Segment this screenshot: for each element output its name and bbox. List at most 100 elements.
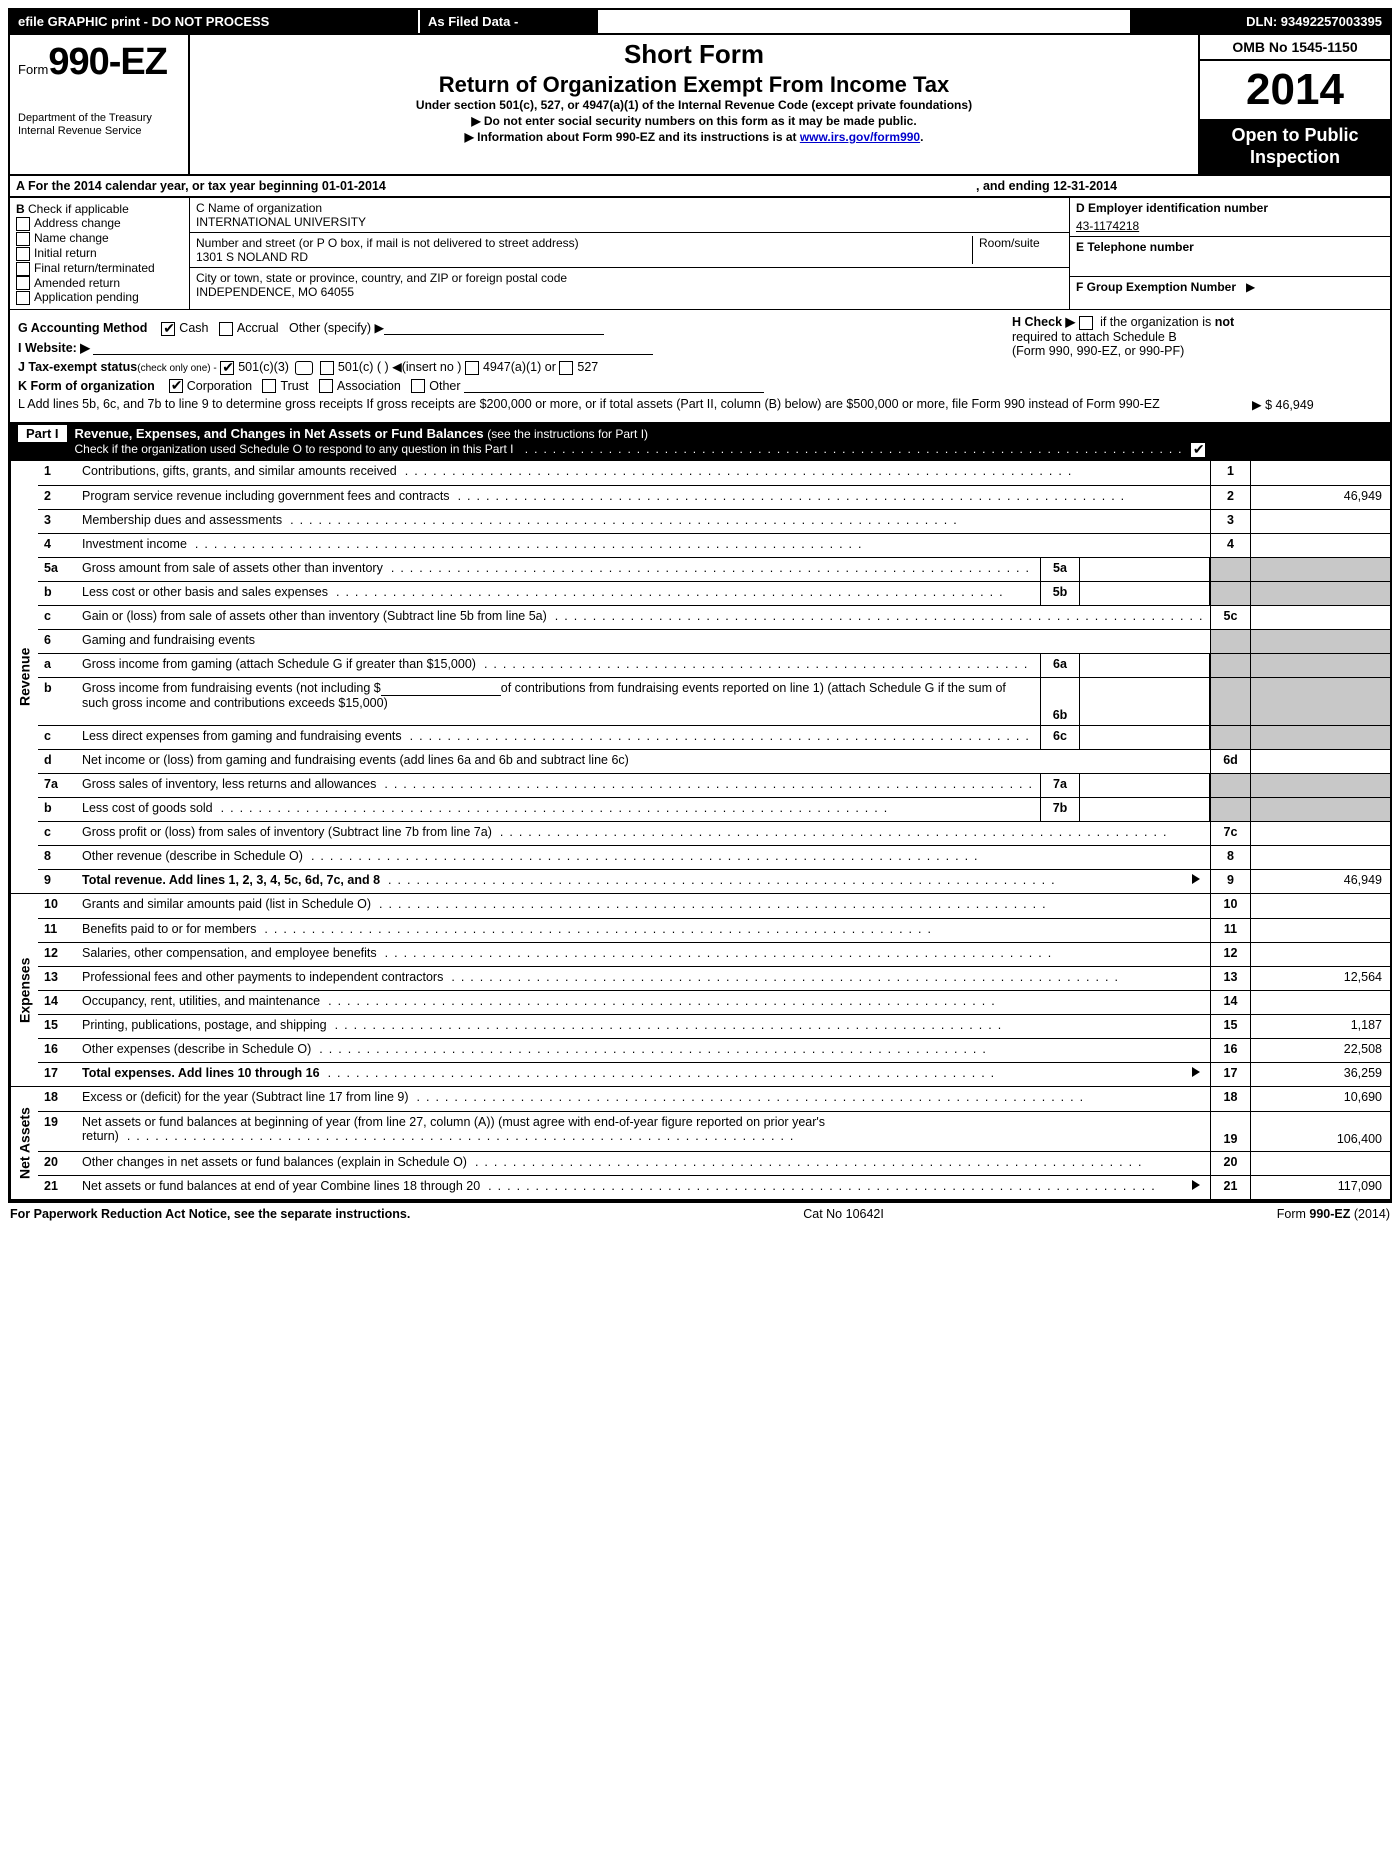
- arrow-icon: [1192, 874, 1200, 884]
- part-1-title: Revenue, Expenses, and Changes in Net As…: [75, 426, 484, 441]
- h-line3: (Form 990, 990-EZ, or 990-PF): [1012, 344, 1184, 358]
- line-17-desc: Total expenses. Add lines 10 through 16: [82, 1066, 320, 1080]
- side-revenue: Revenue: [10, 461, 38, 893]
- h-label: H Check ▶: [1012, 315, 1075, 329]
- irs-link[interactable]: www.irs.gov/form990: [800, 130, 920, 144]
- line-5a-val: [1080, 558, 1210, 581]
- line-8-desc: Other revenue (describe in Schedule O): [82, 849, 303, 863]
- lbl-other-org: Other: [429, 379, 460, 393]
- line-2-desc: Program service revenue including govern…: [82, 489, 450, 503]
- h-not: not: [1215, 315, 1234, 329]
- room-suite-label: Room/suite: [973, 236, 1063, 264]
- chk-4947[interactable]: [465, 361, 479, 375]
- page-footer: For Paperwork Reduction Act Notice, see …: [8, 1203, 1392, 1221]
- chk-other-org[interactable]: [411, 379, 425, 393]
- line-5a-rshade: [1250, 558, 1390, 581]
- footer-right: Form 990-EZ (2014): [1277, 1207, 1390, 1221]
- column-d-e-f: D Employer identification number 43-1174…: [1070, 198, 1390, 309]
- other-org-line: [464, 380, 764, 393]
- line-6b-blank: [381, 683, 501, 696]
- line-16-val: 22,508: [1250, 1039, 1390, 1062]
- line-20-desc: Other changes in net assets or fund bala…: [82, 1155, 467, 1169]
- j-label: J Tax-exempt status: [18, 360, 137, 374]
- d-label: D Employer identification number: [1076, 201, 1268, 215]
- part-1-check-line: Check if the organization used Schedule …: [75, 442, 1209, 456]
- line-6-desc: Gaming and fundraising events: [82, 633, 255, 647]
- lbl-association: Association: [337, 379, 401, 393]
- chk-final-return[interactable]: [16, 262, 30, 276]
- chk-initial-return[interactable]: [16, 247, 30, 261]
- info-period: .: [920, 130, 923, 144]
- h-text: if the organization is: [1100, 315, 1211, 329]
- chk-cash[interactable]: [161, 322, 175, 336]
- return-title: Return of Organization Exempt From Incom…: [200, 72, 1188, 98]
- line-14-val: [1250, 991, 1390, 1014]
- chk-trust[interactable]: [262, 379, 276, 393]
- l-line: L Add lines 5b, 6c, and 7b to line 9 to …: [18, 397, 1382, 412]
- line-6a-rshade: [1250, 654, 1390, 677]
- open-line1: Open to Public: [1204, 125, 1386, 147]
- org-name: INTERNATIONAL UNIVERSITY: [196, 215, 366, 229]
- line-6d-val: [1250, 750, 1390, 773]
- chk-name-change[interactable]: [16, 232, 30, 246]
- lbl-corporation: Corporation: [187, 379, 252, 393]
- chk-accrual[interactable]: [219, 322, 233, 336]
- f-group-block: F Group Exemption Number ▶: [1070, 277, 1390, 297]
- info-about: ▶ Information about Form 990-EZ and its …: [200, 130, 1188, 144]
- chk-501c[interactable]: [320, 361, 334, 375]
- form-number-box: Form990-EZ Department of the Treasury In…: [10, 35, 190, 174]
- net-assets-body: 18Excess or (deficit) for the year (Subt…: [38, 1087, 1390, 1199]
- line-1-val: [1250, 461, 1390, 485]
- header-bar: efile GRAPHIC print - DO NOT PROCESS As …: [10, 10, 1390, 33]
- line-5b-val: [1080, 582, 1210, 605]
- line-6c-desc: Less direct expenses from gaming and fun…: [82, 729, 402, 743]
- line-6b-rshade: [1250, 678, 1390, 725]
- line-6a-val: [1080, 654, 1210, 677]
- line-5c-val: [1250, 606, 1390, 629]
- form-container: efile GRAPHIC print - DO NOT PROCESS As …: [8, 8, 1392, 1203]
- b-letter: B: [16, 202, 25, 216]
- column-c: C Name of organization INTERNATIONAL UNI…: [190, 198, 1070, 309]
- chk-527[interactable]: [559, 361, 573, 375]
- lbl-527: 527: [577, 360, 598, 374]
- line-7a-desc: Gross sales of inventory, less returns a…: [82, 777, 376, 791]
- j-paren: (check only one) -: [137, 363, 216, 374]
- chk-501c3[interactable]: [220, 361, 234, 375]
- k-label: K Form of organization: [18, 379, 155, 393]
- chk-schedule-o[interactable]: [1191, 443, 1205, 457]
- line-16-desc: Other expenses (describe in Schedule O): [82, 1042, 311, 1056]
- line-6b-desc1: Gross income from fundraising events (no…: [82, 681, 381, 695]
- title-center: Short Form Return of Organization Exempt…: [190, 35, 1200, 174]
- net-assets-table: Net Assets 18Excess or (deficit) for the…: [10, 1086, 1390, 1201]
- section-b-c-d: B Check if applicable Address change Nam…: [10, 196, 1390, 309]
- chk-schedule-b[interactable]: [1079, 316, 1093, 330]
- column-b: B Check if applicable Address change Nam…: [10, 198, 190, 309]
- line-9-val: 46,949: [1250, 870, 1390, 893]
- chk-application-pending[interactable]: [16, 291, 30, 305]
- other-method-line: [384, 322, 604, 335]
- line-6d-desc: Net income or (loss) from gaming and fun…: [82, 753, 629, 767]
- line-7c-desc: Gross profit or (loss) from sales of inv…: [82, 825, 492, 839]
- line-a-label: A For the 2014 calendar year, or tax yea…: [16, 179, 386, 193]
- form-number: 990-EZ: [48, 41, 167, 83]
- schedule-icon: [295, 361, 313, 375]
- g-through-l: H Check ▶ if the organization is not req…: [10, 309, 1390, 422]
- h-line2: required to attach Schedule B: [1012, 330, 1177, 344]
- line-17-val: 36,259: [1250, 1063, 1390, 1086]
- line-7a-val: [1080, 774, 1210, 797]
- line-4-val: [1250, 534, 1390, 557]
- chk-association[interactable]: [319, 379, 333, 393]
- lbl-application-pending: Application pending: [34, 290, 139, 304]
- line-11-val: [1250, 919, 1390, 942]
- open-public: Open to Public Inspection: [1200, 119, 1390, 174]
- chk-corporation[interactable]: [169, 379, 183, 393]
- lbl-trust: Trust: [280, 379, 308, 393]
- line-6c-val: [1080, 726, 1210, 749]
- line-4-desc: Investment income: [82, 537, 187, 551]
- line-2-val: 46,949: [1250, 486, 1390, 509]
- chk-address-change[interactable]: [16, 217, 30, 231]
- open-line2: Inspection: [1204, 147, 1386, 169]
- chk-amended-return[interactable]: [16, 276, 30, 290]
- line-18-val: 10,690: [1250, 1087, 1390, 1111]
- expenses-table: Expenses 10Grants and similar amounts pa…: [10, 893, 1390, 1086]
